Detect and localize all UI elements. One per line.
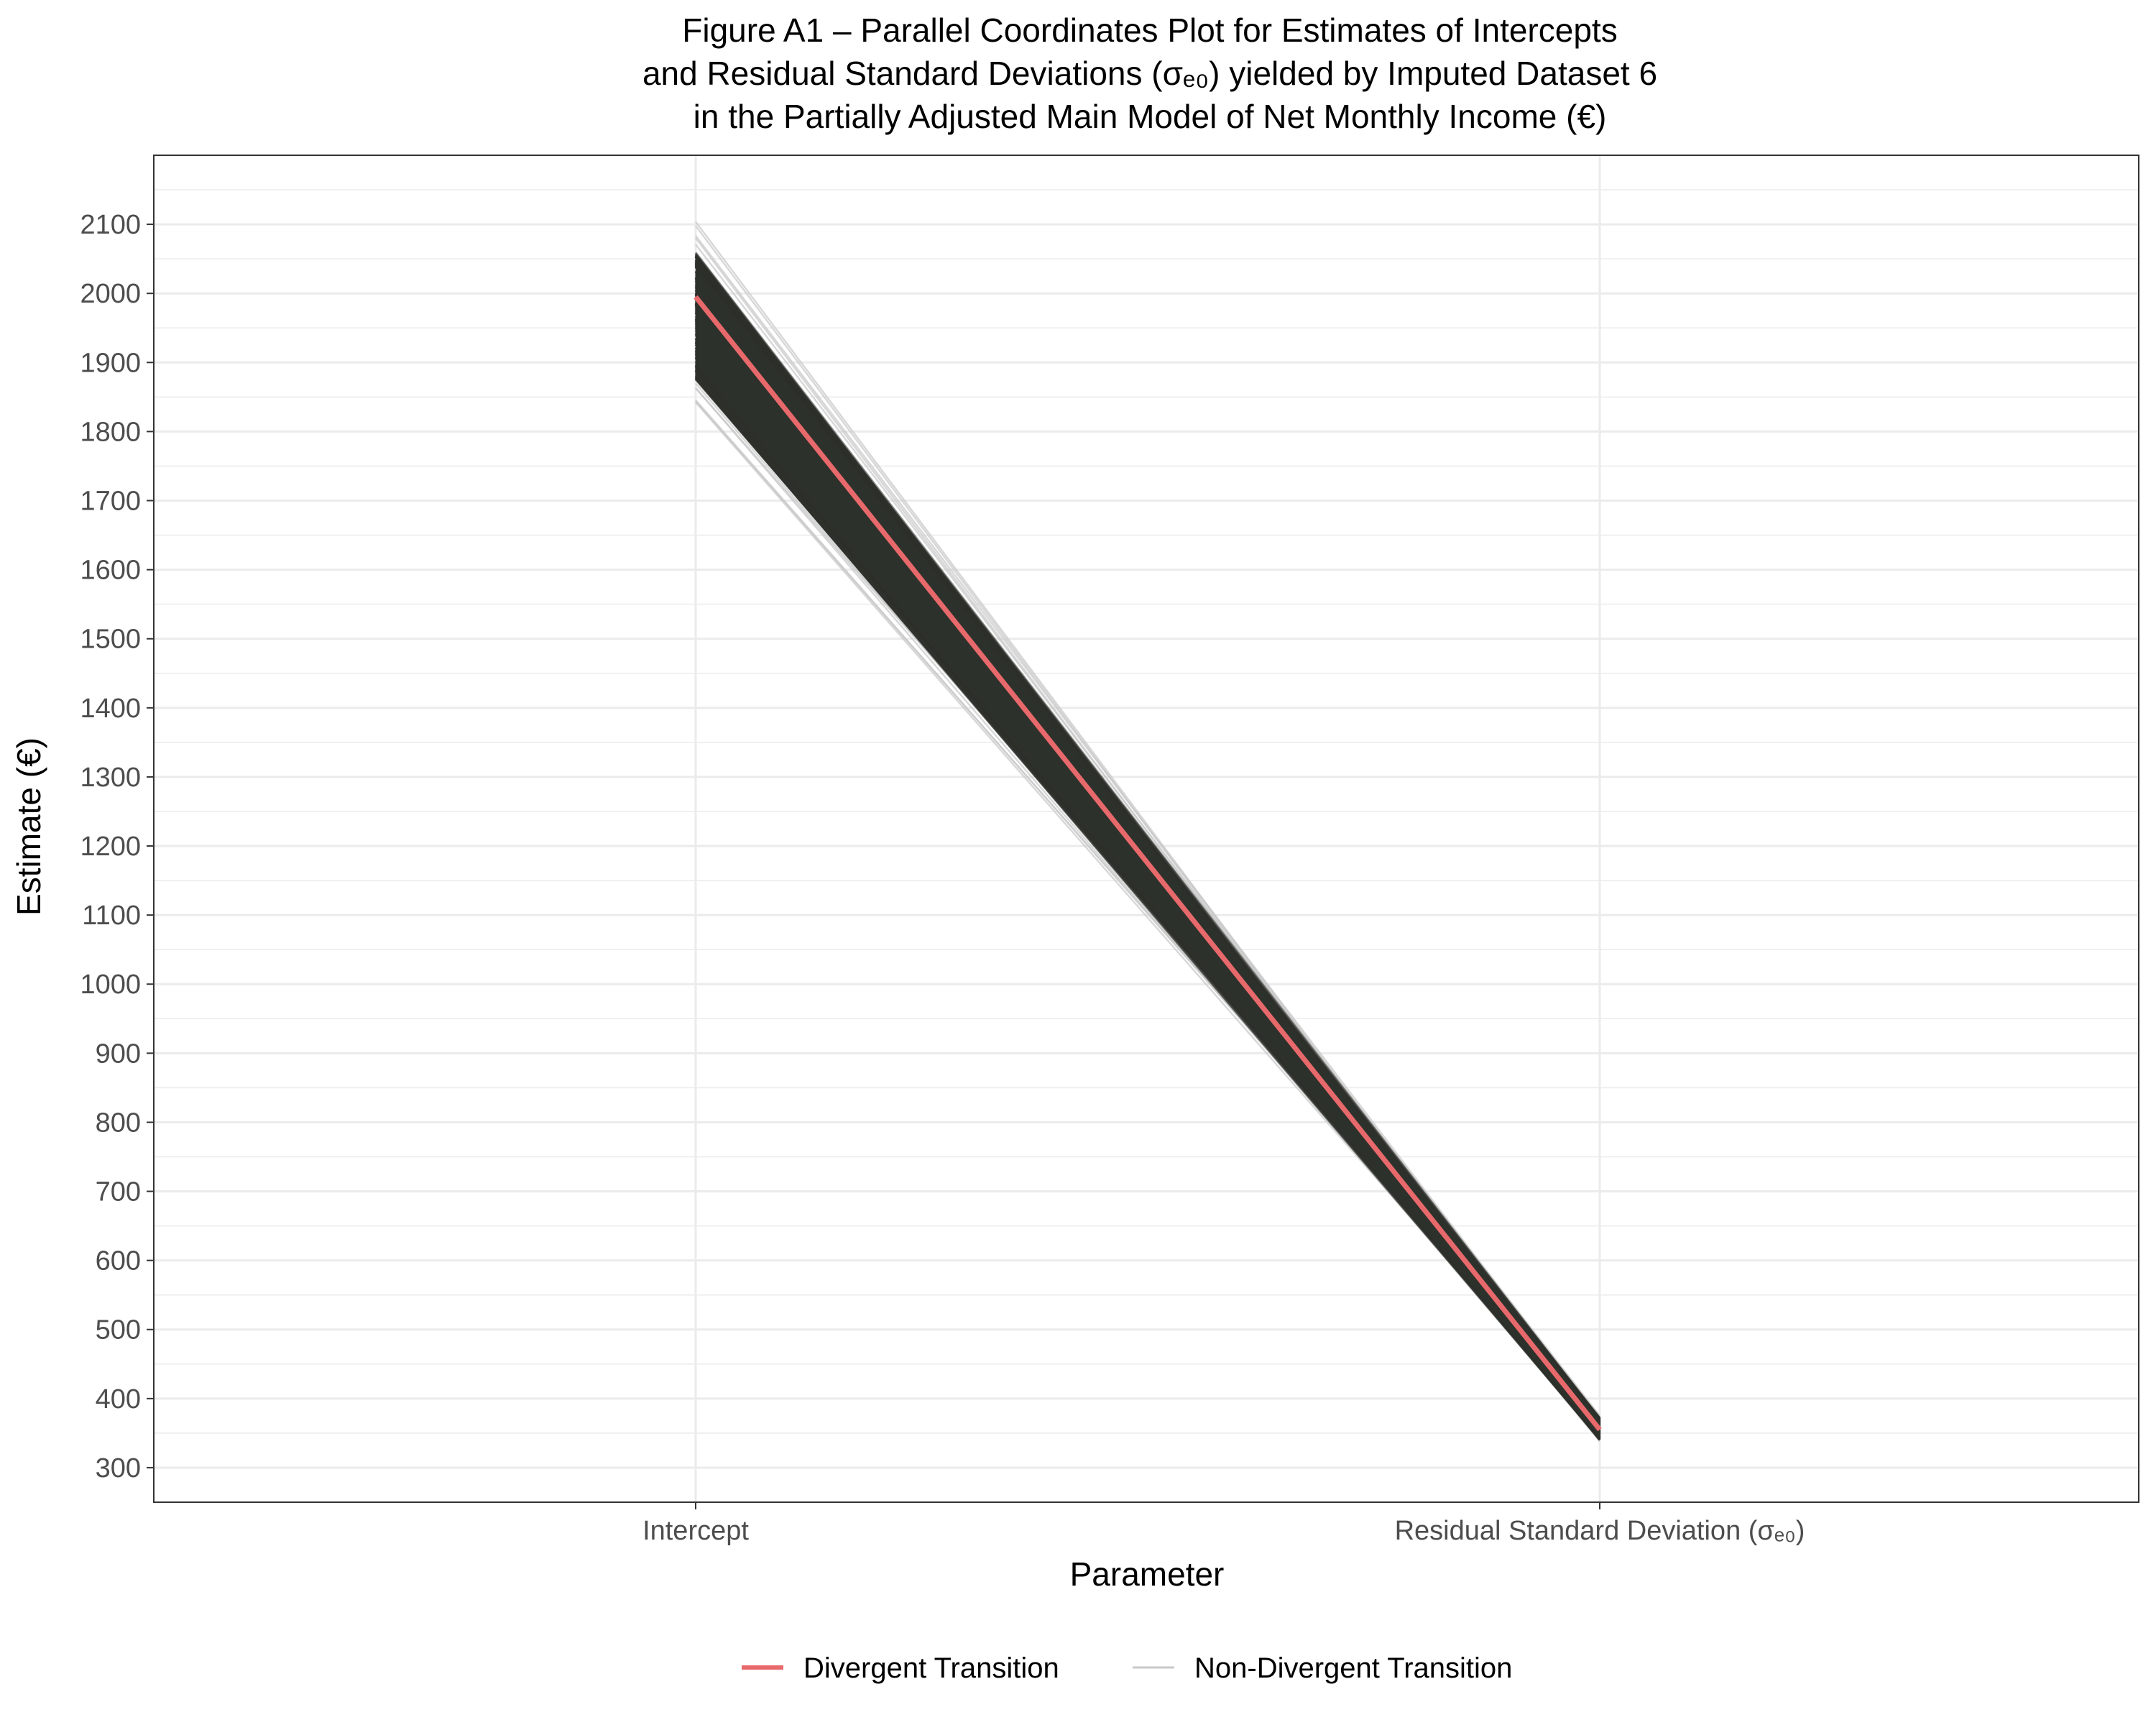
non-divergent-line: [694, 252, 1601, 1424]
y-tick-label: 1800: [80, 417, 141, 447]
y-tick-label: 600: [96, 1246, 141, 1276]
divergent-lines: [694, 295, 1602, 1432]
y-tick-label: 1600: [80, 556, 141, 586]
non-divergent-line: [694, 265, 1601, 1419]
chart-title-line-1: Figure A1 – Parallel Coordinates Plot fo…: [682, 12, 1617, 49]
x-axis: Intercept Residual Standard Deviation (σₑ…: [642, 1502, 1805, 1546]
y-tick-label: 900: [96, 1039, 141, 1069]
non-divergent-line: [694, 377, 1601, 1440]
y-tick-label: 1500: [80, 625, 141, 655]
legend-label-divergent: Divergent Transition: [803, 1652, 1059, 1684]
chart-title-line-2: and Residual Standard Deviations (σₑ₀) y…: [642, 55, 1657, 92]
y-tick-label: 500: [96, 1315, 141, 1346]
non-divergent-line: [694, 370, 1601, 1438]
non-divergent-line: [694, 254, 1601, 1424]
vertical-gridlines: [694, 155, 1601, 1502]
y-tick-label: 1700: [80, 487, 141, 517]
non-divergent-line: [695, 257, 1600, 1417]
non-divergent-line: [694, 364, 1601, 1440]
non-divergent-line: [694, 369, 1601, 1438]
y-tick-label: 2000: [80, 279, 141, 309]
y-tick-label: 1400: [80, 694, 141, 724]
non-divergent-line: [694, 259, 1601, 1420]
y-tick-label: 1000: [80, 970, 141, 1000]
non-divergent-line: [694, 262, 1601, 1420]
y-tick-label: 700: [96, 1177, 141, 1208]
x-axis-title: Parameter: [1070, 1555, 1225, 1593]
non-divergent-line: [694, 377, 1601, 1438]
y-axis: 300 400 500 600 700 800 900 1000 1100 1200 1300 140…: [80, 210, 154, 1484]
y-tick-label: 1200: [80, 832, 141, 862]
y-tick-label: 1900: [80, 348, 141, 378]
non-divergent-line: [694, 252, 1601, 1420]
y-tick-label: 1300: [80, 763, 141, 793]
non-divergent-line: [695, 401, 1600, 1434]
non-divergent-line: [694, 367, 1601, 1438]
non-divergent-line: [694, 369, 1601, 1438]
non-divergent-line: [694, 372, 1601, 1438]
non-divergent-line: [694, 376, 1601, 1438]
legend: Divergent Transition Non-Divergent Trans…: [742, 1652, 1512, 1684]
chart-title: Figure A1 – Parallel Coordinates Plot fo…: [642, 12, 1657, 135]
y-axis-title: Estimate (€): [10, 737, 47, 916]
x-tick-label: Intercept: [642, 1516, 749, 1546]
y-tick-label: 2100: [80, 210, 141, 240]
non-divergent-line: [694, 369, 1601, 1440]
y-tick-label: 800: [96, 1108, 141, 1138]
major-gridlines: [154, 223, 2139, 1469]
non-divergent-line: [694, 255, 1601, 1423]
plot-panel-border: [153, 155, 2139, 1503]
non-divergent-line: [694, 377, 1601, 1439]
non-divergent-line: [694, 262, 1601, 1421]
x-tick-label: Residual Standard Deviation (σₑ₀): [1395, 1516, 1805, 1546]
y-tick-label: 400: [96, 1384, 141, 1414]
non-divergent-line: [694, 377, 1601, 1440]
non-divergent-line: [694, 369, 1601, 1440]
non-divergent-line: [694, 255, 1601, 1420]
y-tick-label: 300: [96, 1453, 141, 1484]
legend-label-non-divergent: Non-Divergent Transition: [1194, 1652, 1512, 1684]
non-divergent-line: [694, 365, 1601, 1439]
y-tick-label: 1100: [82, 901, 141, 931]
chart-title-line-3: in the Partially Adjusted Main Model of …: [694, 98, 1607, 135]
non-divergent-line: [694, 254, 1601, 1420]
divergent-line: [694, 295, 1602, 1432]
